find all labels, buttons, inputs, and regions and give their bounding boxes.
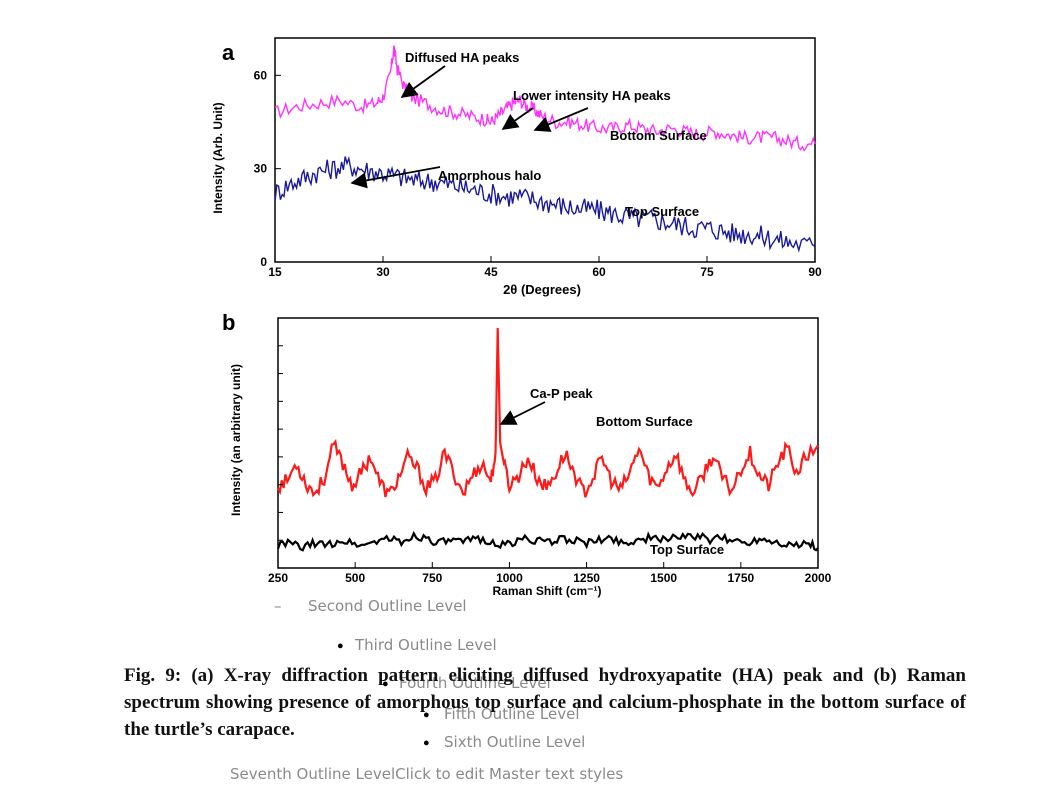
raman-xtick-label: 2000 [805, 571, 832, 585]
xrd-ylabel: Intensity (Arb. Unit) [211, 102, 225, 213]
raman-bottom-surface-line [277, 327, 819, 499]
xrd-plot-frame [274, 37, 816, 263]
xrd-xtick-label: 90 [808, 265, 822, 279]
raman-xtick-label: 250 [268, 571, 288, 585]
raman-xtick-label: 1500 [650, 571, 677, 585]
raman-ylabel: Intensity (an arbitrary unit) [229, 364, 243, 516]
outline-bullet-sixth: ● [423, 737, 430, 749]
label-top-b: Top Surface [650, 542, 724, 557]
outline-bullet-fifth: ● [423, 709, 430, 721]
panel-b-letter: b [222, 310, 235, 335]
xrd-ytick-label: 60 [254, 68, 268, 82]
xrd-xtick-label: 75 [700, 265, 714, 279]
outline-seventh: Seventh Outline LevelClick to edit Maste… [230, 765, 624, 783]
outline-second-dash: – [274, 597, 282, 615]
outline-third: Third Outline Level [355, 636, 497, 654]
outline-bullet-fourth: ● [382, 678, 389, 690]
outline-second: Second Outline Level [308, 597, 467, 615]
label-top-a: Top Surface [625, 204, 699, 219]
ann-diffused-ha: Diffused HA peaks [405, 50, 519, 65]
outline-fourth: Fourth Outline Level [399, 674, 551, 692]
xrd-xtick-label: 45 [484, 265, 498, 279]
xrd-xtick-label: 15 [268, 265, 282, 279]
raman-xtick-label: 750 [422, 571, 442, 585]
label-bottom-b: Bottom Surface [596, 414, 693, 429]
arrow-lower-2 [533, 107, 589, 132]
xrd-xlabel: 2θ (Degrees) [503, 282, 581, 297]
label-bottom-a: Bottom Surface [610, 128, 707, 143]
raman-xtick-label: 1000 [496, 571, 523, 585]
raman-top-surface-line [276, 530, 819, 552]
xrd-ytick-label: 30 [254, 162, 268, 176]
xrd-xtick-label: 30 [376, 265, 390, 279]
xrd-top-surface-line [274, 155, 816, 253]
raman-xtick-label: 500 [345, 571, 365, 585]
raman-xtick-label: 1750 [728, 571, 755, 585]
raman-xlabel: Raman Shift (cm⁻¹) [492, 584, 601, 598]
ann-amorphous-halo: Amorphous halo [438, 168, 541, 183]
raman-xtick-label: 1250 [573, 571, 600, 585]
outline-bullet-third: ● [337, 640, 344, 652]
raman-plot-frame [277, 317, 819, 569]
outline-sixth: Sixth Outline Level [444, 733, 586, 751]
xrd-bottom-surface-line [274, 45, 816, 152]
figure-caption: Fig. 9: (a) X-ray diffraction pattern el… [124, 665, 966, 740]
xrd-xtick-label: 60 [592, 265, 606, 279]
xrd-ytick-label: 0 [260, 255, 267, 269]
arrow-amorphous [350, 166, 441, 189]
arrow-diffused [400, 65, 446, 98]
ann-cap-peak: Ca-P peak [530, 386, 593, 401]
ann-lower-ha: Lower intensity HA peaks [513, 88, 671, 103]
arrow-lower-1 [501, 107, 534, 130]
outline-fifth: Fifth Outline Level [444, 705, 580, 723]
raman-chart: b 250 500 750 1000 1250 1500 1750 2000 Intensit… [222, 310, 832, 598]
xrd-chart: a 15 30 45 60 75 90 0 30 60 Intensity (Arb. Unit… [211, 37, 822, 297]
panel-a-letter: a [222, 40, 235, 65]
arrow-cap [499, 401, 546, 425]
